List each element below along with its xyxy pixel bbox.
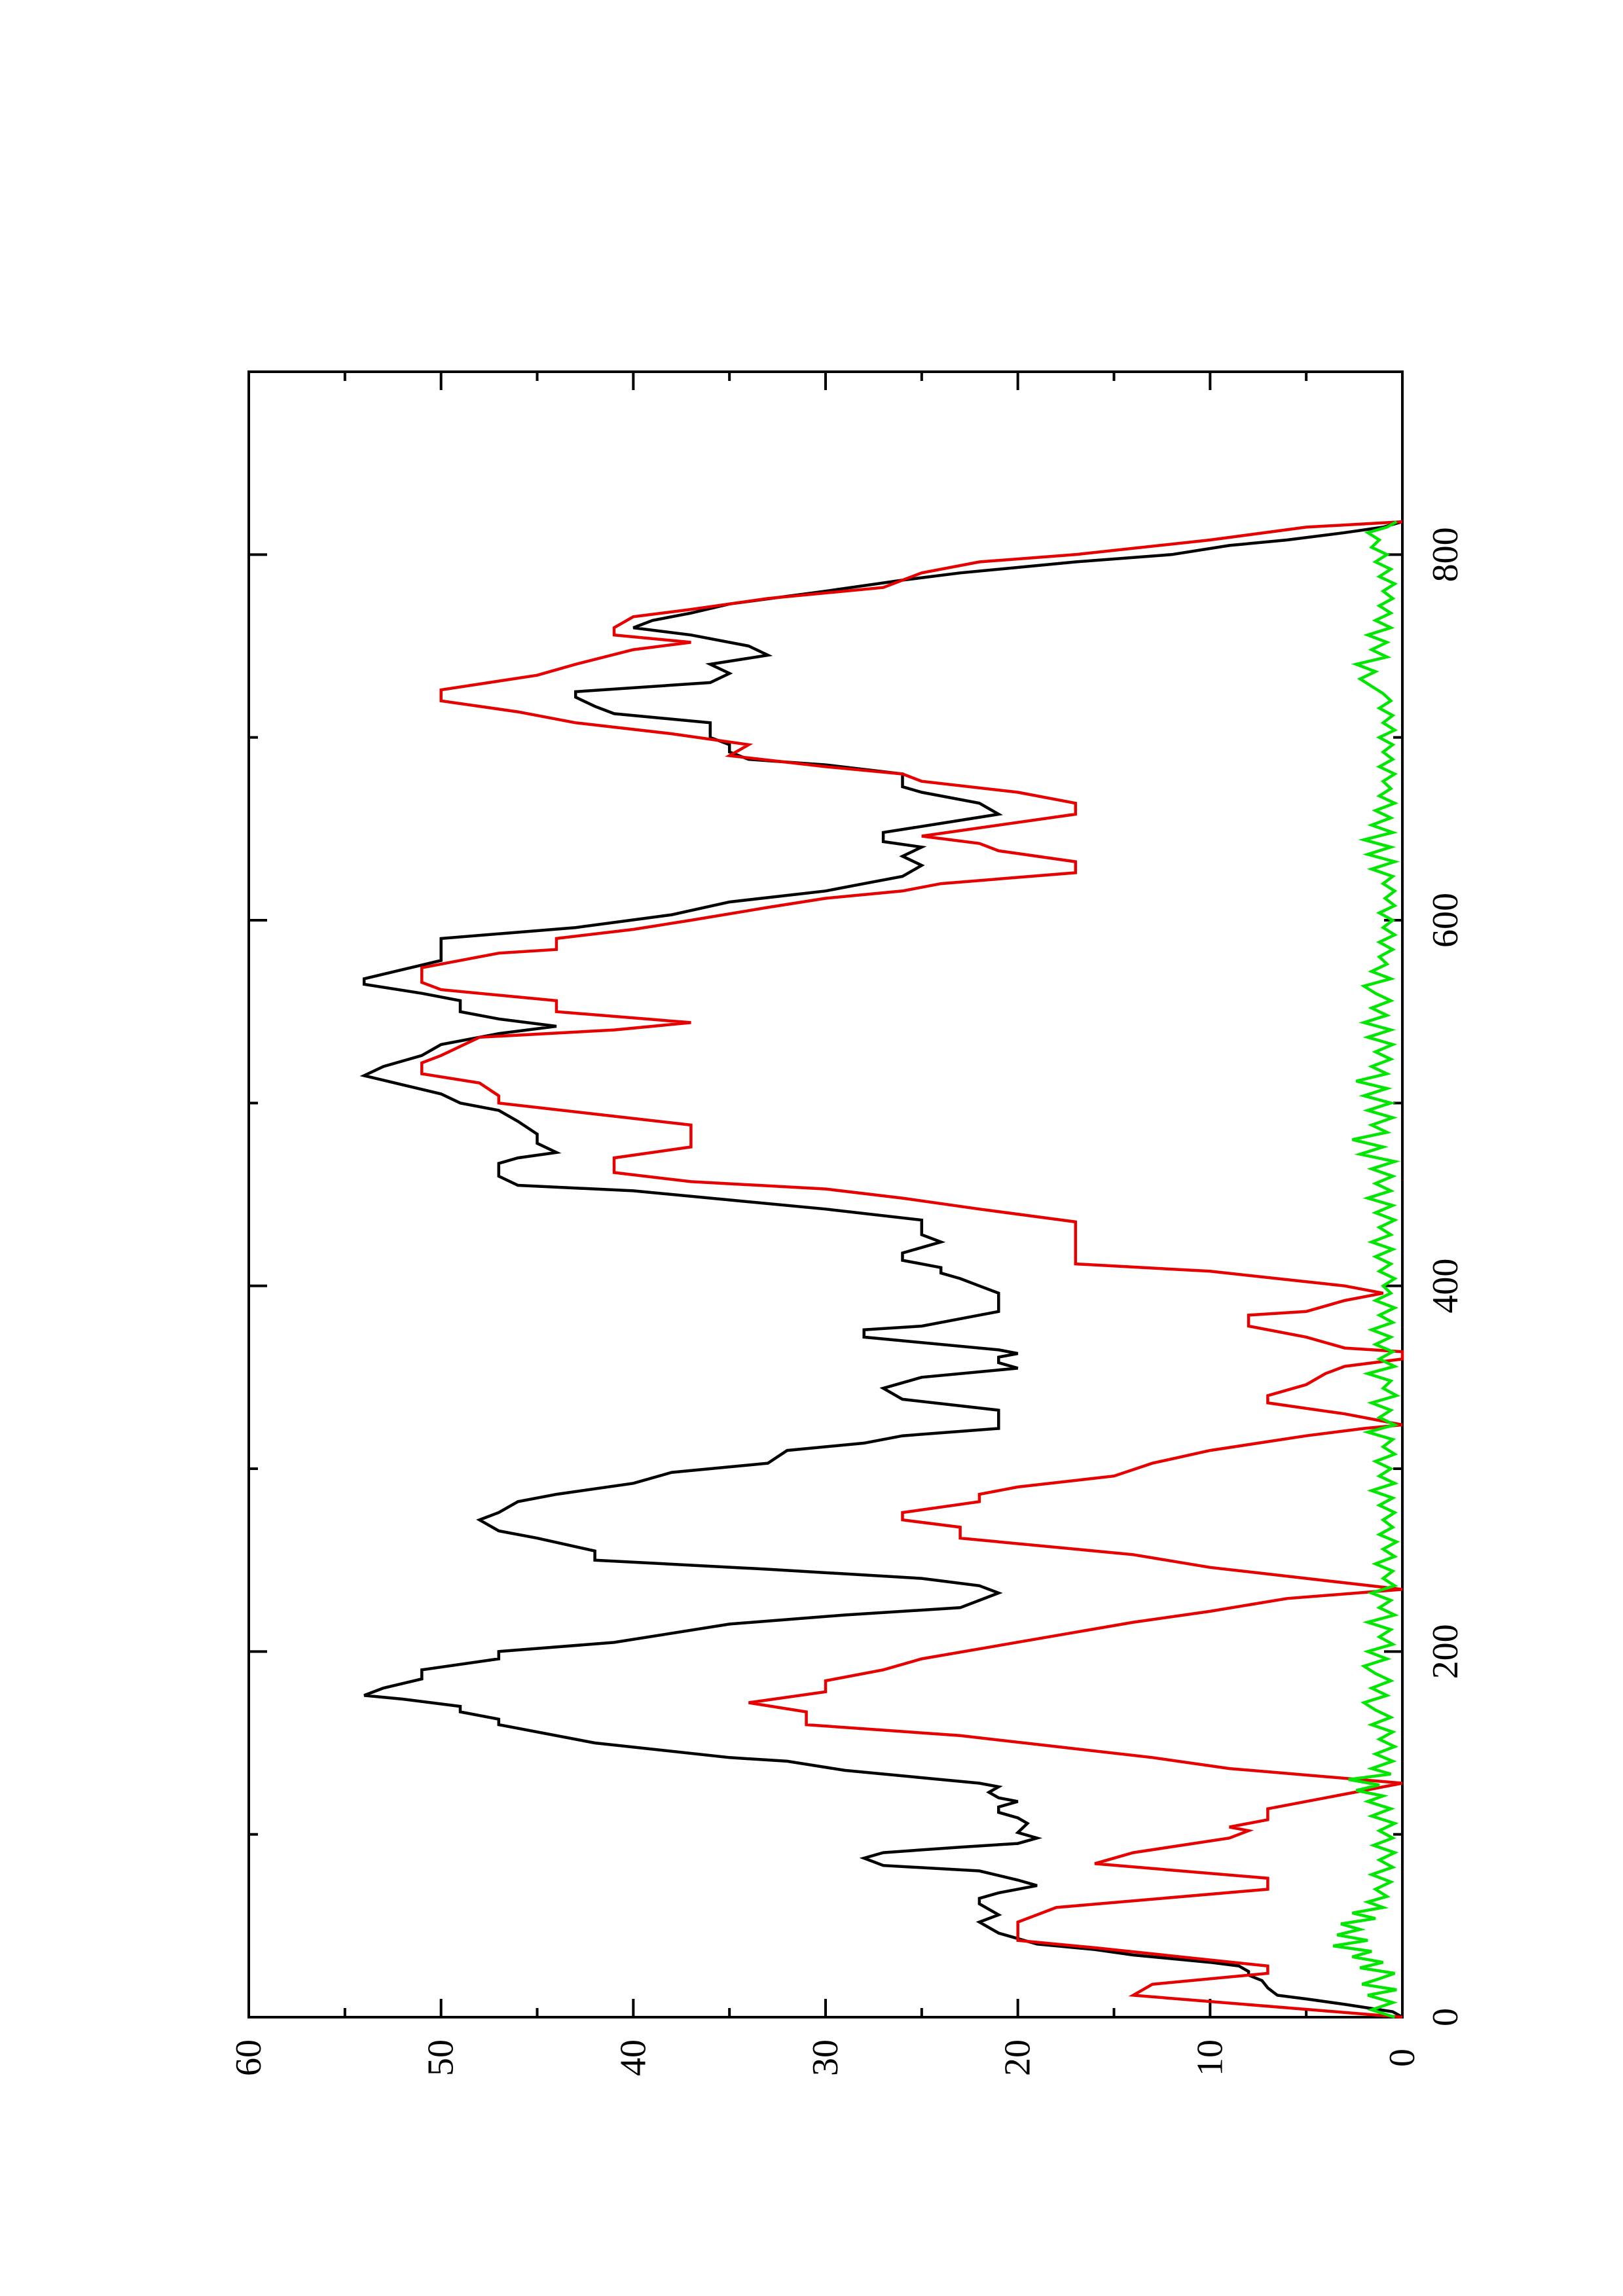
x-tick-label: 600: [1425, 893, 1466, 948]
y-tick-label: 40: [613, 2039, 653, 2076]
x-tick-label: 400: [1425, 1259, 1466, 1314]
series-line-green: [1332, 520, 1401, 2019]
series-line-red: [420, 520, 1404, 2019]
x-tick-label: 0: [1425, 2008, 1466, 2026]
plot-frame: [247, 370, 1404, 2018]
x-tick-label: 800: [1425, 527, 1466, 582]
y-tick-label: 20: [998, 2039, 1038, 2076]
axis-ticks: [247, 372, 1404, 2018]
y-tick-label: 10: [1190, 2039, 1230, 2076]
series-group: [359, 520, 1404, 2019]
series-line-black: [359, 520, 1404, 2018]
y-tick-labels: 0 10 20 30 40 50 60: [228, 2039, 1423, 2076]
y-tick-label: 0: [1382, 2049, 1423, 2067]
y-tick-label: 50: [421, 2039, 462, 2076]
x-tick-labels: 0 200 400 600 800: [1425, 527, 1466, 2026]
x-tick-label: 200: [1425, 1624, 1466, 1679]
y-tick-label: 60: [228, 2039, 269, 2076]
y-tick-label: 30: [805, 2039, 846, 2076]
